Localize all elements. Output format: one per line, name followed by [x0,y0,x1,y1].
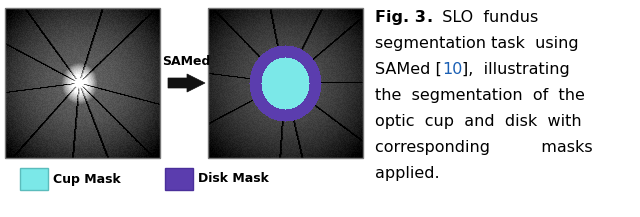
Text: SAMed [: SAMed [ [375,62,442,77]
Bar [20,168,48,190]
Bar [208,8,363,158]
Text: SLO  fundus: SLO fundus [432,10,538,25]
Text: ],  illustrating: ], illustrating [462,62,570,77]
Text: the  segmentation  of  the: the segmentation of the [375,88,585,103]
Text: corresponding          masks: corresponding masks [375,140,593,155]
Text: Cup Mask: Cup Mask [53,173,121,186]
Text: segmentation task  using: segmentation task using [375,36,579,51]
Text: Fig. 3: Fig. 3 [375,10,426,25]
Text: SAMed: SAMed [163,55,211,68]
Text: applied.: applied. [375,166,440,181]
Text: optic  cup  and  disk  with: optic cup and disk with [375,114,582,129]
Text: Disk Mask: Disk Mask [198,173,269,186]
Bar [5,8,160,158]
Bar [165,168,193,190]
Polygon shape [168,74,205,92]
Text: 10: 10 [442,62,462,77]
Text: .: . [426,10,432,25]
